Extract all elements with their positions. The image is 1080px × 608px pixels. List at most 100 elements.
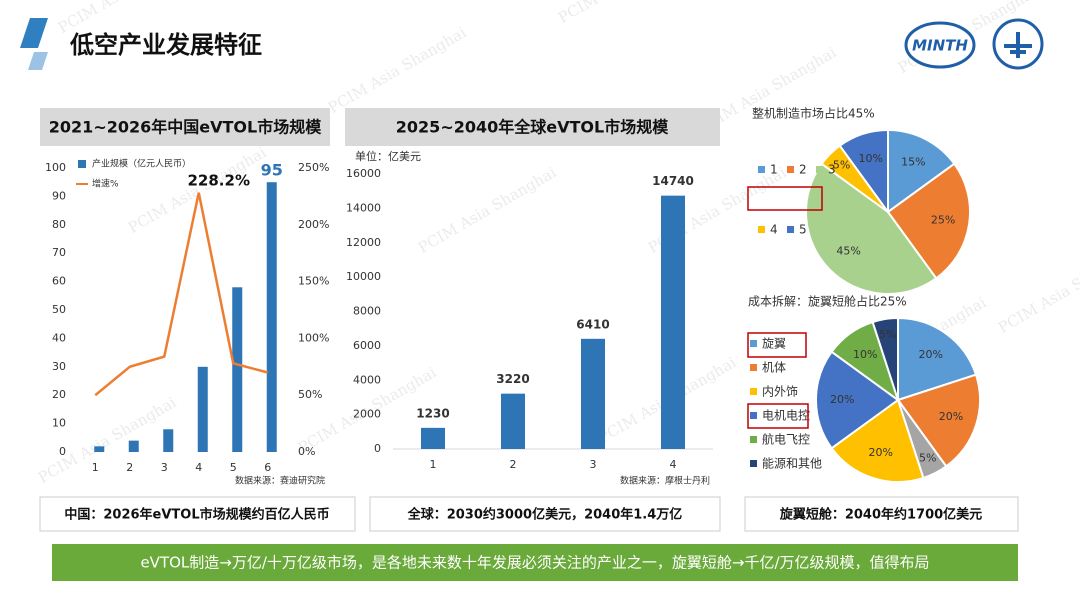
watermark: PCIM Asia Shanghai [555,0,699,27]
y-tick-label: 0 [59,445,66,458]
plots: 01020304050607080901000%50%100%150%200%2… [45,128,981,483]
accent [20,18,48,48]
watermark: PCIM Asia Shanghai [125,143,269,237]
caption: 旋翼短舱：2040年约1700亿美元 [779,507,982,523]
legend-label: 1 [770,163,778,177]
unit-label: 单位：亿美元 [355,149,421,163]
value-label: 14740 [652,174,694,188]
highlight [747,332,807,358]
y-tick-label: 30 [52,360,66,373]
x-tick-label: 2 [510,458,517,471]
legend-label: 2 [799,163,807,177]
bar [581,338,605,449]
bar [232,287,243,452]
panel-header [40,108,330,146]
watermark: PCIM Asia Shanghai [325,23,469,117]
y-tick-label: 80 [52,218,66,231]
legend-label: 电机电控 [762,409,810,423]
y-tick-label: 50 [52,303,66,316]
legend-label: 航电飞控 [762,432,810,447]
value-label: 3220 [496,372,529,386]
y-tick-label: 2000 [353,408,381,421]
watermark: PCIM Asia Shanghai [35,393,179,487]
caption: 中国：2026年eVTOL市场规模约百亿人民币 [64,507,329,523]
legend-swatch [787,166,794,173]
value-label: 10% [859,152,883,165]
value-label: 95 [261,161,283,180]
logo-text: MINTH [912,37,968,55]
y2-tick-label: 150% [298,275,329,288]
bar [94,446,105,452]
legend-label: 旋翼 [762,337,786,351]
legend-swatch [750,436,757,443]
logo [904,21,976,69]
pie-slice [838,128,889,216]
watermark: PCIM Asia Shanghai [415,163,559,257]
value-label: 5% [879,328,896,341]
y2-tick-label: 100% [298,331,329,344]
legend-swatch [750,364,757,371]
x-tick-label: 3 [590,458,597,471]
y-tick-label: 100 [45,161,66,174]
y-tick-label: 0 [374,442,381,455]
x-tick-label: 4 [670,458,677,471]
bar [197,366,208,452]
caption-box [744,496,1019,532]
y-tick-label: 14000 [346,201,381,214]
x-tick-label: 2 [126,461,133,474]
bar [661,195,685,449]
pie-slice [815,350,900,450]
value-label: 228.2% [188,171,250,189]
pie-slice [887,128,956,214]
value-label: 10% [853,348,877,361]
value-label: 20% [919,348,943,361]
panel-header [345,108,720,146]
x-tick-label: 5 [230,461,237,474]
legend-label: 增速% [92,178,119,190]
y2-tick-label: 50% [298,388,322,401]
x-tick-label: 6 [264,461,271,474]
legend-swatch [750,460,757,467]
caption: 全球：2030约3000亿美元，2040年1.4万亿 [407,507,683,523]
bar [128,440,139,452]
highlight [747,403,809,429]
y-tick-label: 4000 [353,373,381,386]
pie-slice [830,398,925,483]
pie-slice [886,162,971,280]
legend-swatch [750,388,757,395]
watermark: PCIM Asia Shanghai [995,243,1080,337]
legend-label: 5 [799,223,807,237]
source: 数据来源：摩根士丹利 [620,475,710,487]
bar [266,182,277,452]
legend-label: 产业规模（亿元人民币） [92,158,191,170]
y2-tick-label: 0% [298,445,315,458]
y-tick-label: 60 [52,275,66,288]
y-tick-label: 10 [52,417,66,430]
y-tick-label: 40 [52,331,66,344]
legend-swatch [758,226,765,233]
legend-swatch [816,166,823,173]
x-tick-label: 4 [195,461,202,474]
legend-label: 4 [770,223,778,237]
pie-slice [805,162,938,295]
legend-label: 内外饰 [762,385,798,399]
panel-title: 2021~2026年中国eVTOL市场规模 [49,118,322,137]
logo [1004,32,1032,58]
y-tick-label: 6000 [353,339,381,352]
legend-label: 能源和其他 [762,457,822,471]
value-label: 45% [836,244,860,257]
banner-box [52,544,1018,581]
slide-title: 低空产业发展特征 [69,31,262,59]
caption-box [39,496,356,532]
value-label: 5% [919,451,936,464]
bar [501,393,525,449]
line [94,192,269,397]
banner: eVTOL制造→万亿/十万亿级市场，是各地未来数十年发展必须关注的产业之一，旋翼… [140,554,929,572]
legend-label: 机体 [762,361,786,375]
legend-swatch [78,160,86,168]
y-tick-label: 70 [52,246,66,259]
legend-swatch [787,226,794,233]
panel-title: 2025~2040年全球eVTOL市场规模 [396,118,669,137]
x-tick-label: 3 [161,461,168,474]
y-tick-label: 8000 [353,305,381,318]
